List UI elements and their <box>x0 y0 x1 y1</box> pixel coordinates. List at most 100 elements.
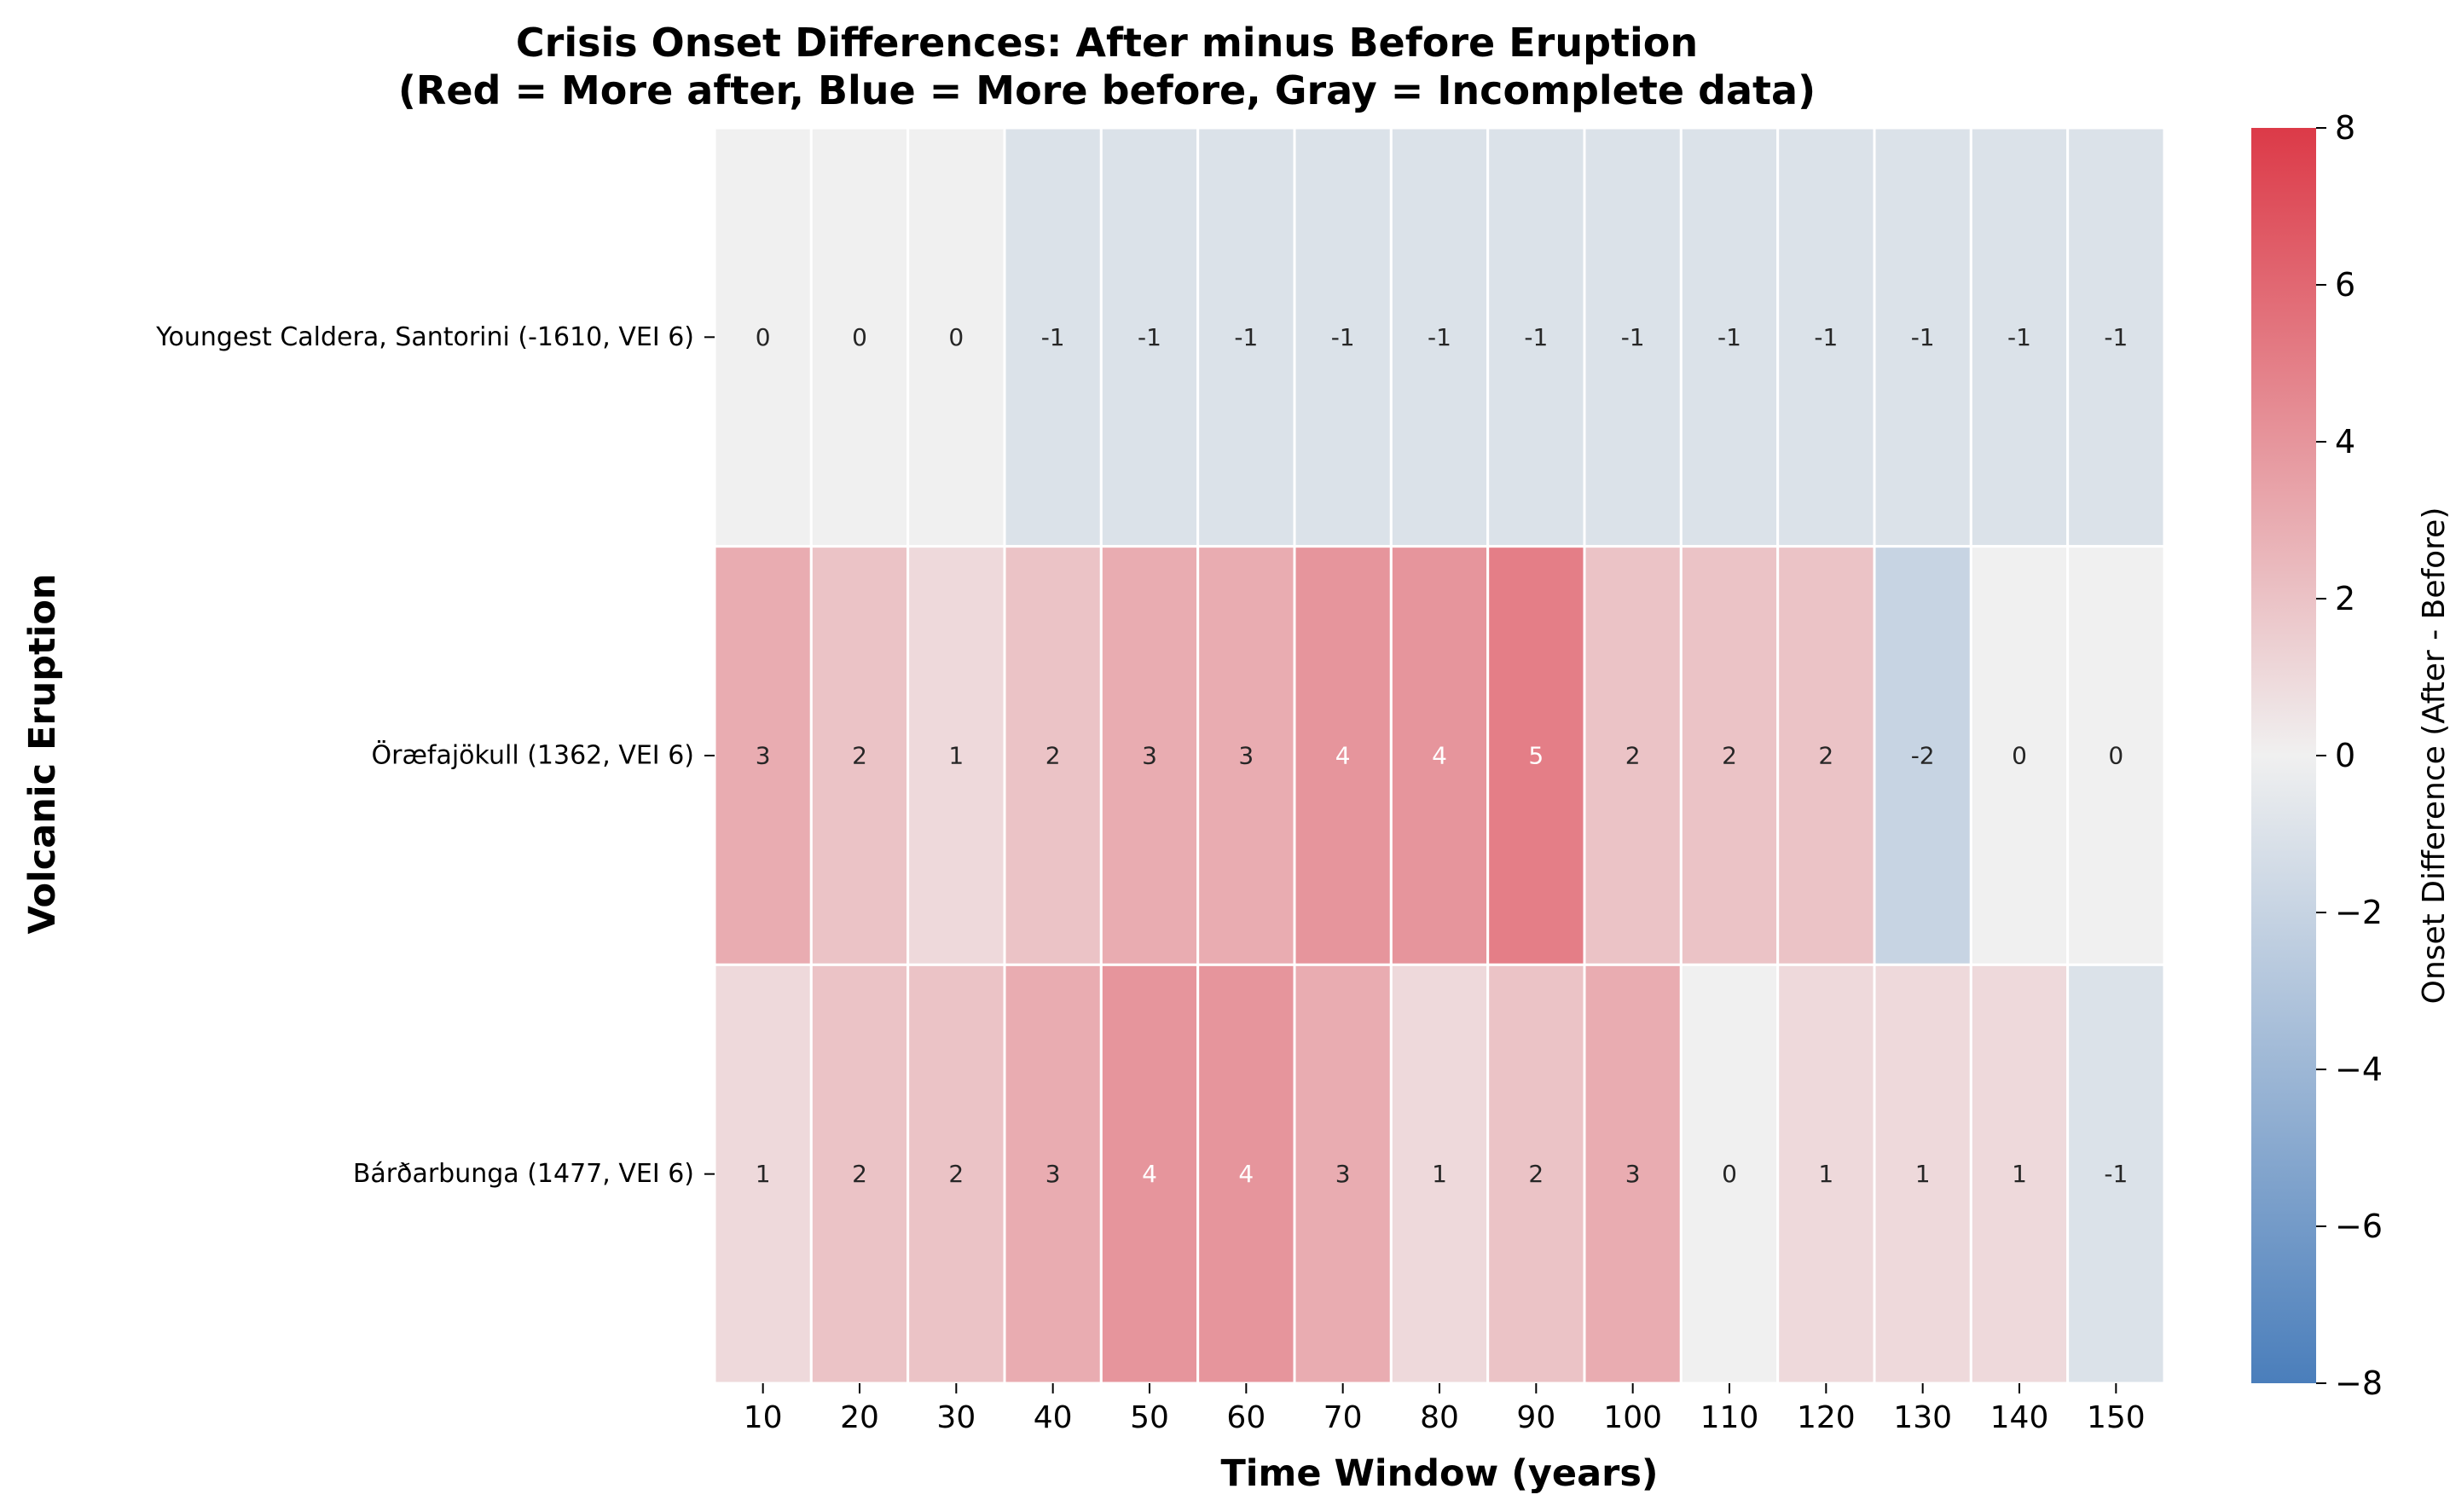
heatmap-cell <box>1293 963 1393 1385</box>
x-tick-label: 40 <box>1034 1400 1073 1435</box>
cell-value-label: 0 <box>756 323 771 351</box>
heatmap-cell <box>1776 963 1876 1385</box>
heatmap-cell <box>809 126 910 548</box>
x-tick-label: 20 <box>840 1400 879 1435</box>
cell-value-label: 3 <box>1625 1160 1641 1188</box>
x-axis-ticks: 10 20 30 40 50 60 70 80 90 100 110 120 130 140 150 <box>744 1383 2146 1435</box>
cell-value-label: -1 <box>1524 323 1548 351</box>
heatmap-cell <box>1486 963 1586 1385</box>
cell-value-label: 1 <box>2012 1160 2027 1188</box>
cell-value-label: 0 <box>1722 1160 1737 1188</box>
y-axis-label: Volcanic Eruption <box>21 574 64 935</box>
cell-value-label: 2 <box>1045 742 1061 770</box>
cell-value-label: -1 <box>1428 323 1451 351</box>
y-tick-label: Bárðarbunga (1477, VEI 6) <box>353 1159 694 1189</box>
colorbar-tick-label: −2 <box>2335 894 2383 931</box>
heatmap-cell <box>1583 126 1683 548</box>
heatmap-cell <box>1196 545 1296 966</box>
cell-value-label: 4 <box>1335 742 1351 770</box>
cell-value-label: 2 <box>1818 742 1833 770</box>
colorbar-tick-label: 8 <box>2335 109 2355 147</box>
colorbar-tick-label: 4 <box>2335 423 2355 461</box>
cell-value-label: 1 <box>948 742 964 770</box>
cell-value-label: 1 <box>1915 1160 1931 1188</box>
cell-value-label: 2 <box>948 1160 964 1188</box>
heatmap-cell <box>1776 545 1876 966</box>
cell-value-label: -2 <box>1911 742 1935 770</box>
cell-value-label: 5 <box>1528 742 1544 770</box>
heatmap-cell-labels: 0 0 0 -1 -1 -1 -1 -1 -1 -1 -1 -1 -1 -1 -1 3 2 1 2 3 3 4 4 5 2 2 2 -… <box>756 323 2129 1188</box>
cell-value-label: 0 <box>2012 742 2027 770</box>
heatmap-cell <box>906 545 1006 966</box>
cell-value-label: 2 <box>1625 742 1641 770</box>
cell-value-label: 0 <box>948 323 964 351</box>
x-tick-label: 50 <box>1130 1400 1169 1435</box>
colorbar-tick-label: 6 <box>2335 266 2355 304</box>
x-tick-label: 120 <box>1797 1400 1856 1435</box>
cell-value-label: 1 <box>756 1160 771 1188</box>
x-tick-label: 60 <box>1226 1400 1266 1435</box>
x-axis-label: Time Window (years) <box>1220 1452 1658 1495</box>
cell-value-label: 3 <box>1335 1160 1351 1188</box>
cell-value-label: 3 <box>1142 742 1157 770</box>
cell-value-label: 4 <box>1432 742 1447 770</box>
heatmap-cell <box>1873 545 1972 966</box>
colorbar-tick-label: −4 <box>2335 1051 2383 1088</box>
heatmap-cell <box>1873 963 1972 1385</box>
colorbar-ticks: 8 6 4 2 0 −2 −4 −6 −8 <box>2316 109 2383 1402</box>
colorbar-tick-label: 0 <box>2335 737 2355 774</box>
heatmap-cell <box>1389 126 1490 548</box>
x-tick-label: 10 <box>744 1400 783 1435</box>
heatmap-cell <box>1583 963 1683 1385</box>
y-tick-label: Öræfajökull (1362, VEI 6) <box>372 740 695 771</box>
cell-value-label: 1 <box>1818 1160 1833 1188</box>
x-tick-label: 140 <box>1990 1400 2049 1435</box>
cell-value-label: 2 <box>1528 1160 1544 1188</box>
chart-subtitle: (Red = More after, Blue = More before, G… <box>398 67 1816 113</box>
cell-value-label: 2 <box>1722 742 1737 770</box>
y-tick-label: Youngest Caldera, Santorini (-1610, VEI … <box>155 322 694 352</box>
colorbar-tick-label: −8 <box>2335 1364 2383 1402</box>
cell-value-label: -1 <box>1234 323 1258 351</box>
cell-value-label: 3 <box>1045 1160 1061 1188</box>
x-tick-label: 130 <box>1893 1400 1952 1435</box>
cell-value-label: -1 <box>2104 323 2128 351</box>
heatmap-cell <box>2066 963 2166 1385</box>
heatmap-cell <box>1583 545 1683 966</box>
cell-value-label: 2 <box>852 742 867 770</box>
cell-value-label: 4 <box>1238 1160 1254 1188</box>
heatmap-cell <box>1969 126 2070 548</box>
x-tick-label: 110 <box>1700 1400 1759 1435</box>
heatmap-cell <box>1293 545 1393 966</box>
cell-value-label: -1 <box>1041 323 1065 351</box>
cell-value-label: 2 <box>852 1160 867 1188</box>
x-tick-label: 100 <box>1603 1400 1662 1435</box>
cell-value-label: 0 <box>852 323 867 351</box>
x-tick-label: 150 <box>2087 1400 2146 1435</box>
colorbar <box>2251 128 2316 1383</box>
cell-value-label: 3 <box>1238 742 1254 770</box>
heatmap-cell <box>1389 545 1490 966</box>
heatmap-cell <box>1969 545 2070 966</box>
colorbar-tick-label: 2 <box>2335 580 2355 617</box>
y-axis-ticks: Youngest Caldera, Santorini (-1610, VEI … <box>155 322 715 1189</box>
x-tick-label: 70 <box>1323 1400 1363 1435</box>
cell-value-label: -1 <box>1911 323 1935 351</box>
cell-value-label: -1 <box>1138 323 1161 351</box>
cell-value-label: -1 <box>1814 323 1838 351</box>
heatmap-cell <box>809 545 910 966</box>
cell-value-label: 0 <box>2108 742 2123 770</box>
heatmap-cell <box>2066 545 2166 966</box>
cell-value-label: -1 <box>1331 323 1355 351</box>
cell-value-label: -1 <box>2104 1160 2128 1188</box>
cell-value-label: -1 <box>1717 323 1741 351</box>
heatmap-cell <box>1196 963 1296 1385</box>
heatmap-cell <box>1003 545 1103 966</box>
cell-value-label: 4 <box>1142 1160 1157 1188</box>
colorbar-label: Onset Difference (After - Before) <box>2417 507 2450 1005</box>
cell-value-label: -1 <box>2007 323 2031 351</box>
heatmap-cell <box>1776 126 1876 548</box>
heatmap-cell <box>713 963 813 1385</box>
x-tick-label: 80 <box>1420 1400 1459 1435</box>
